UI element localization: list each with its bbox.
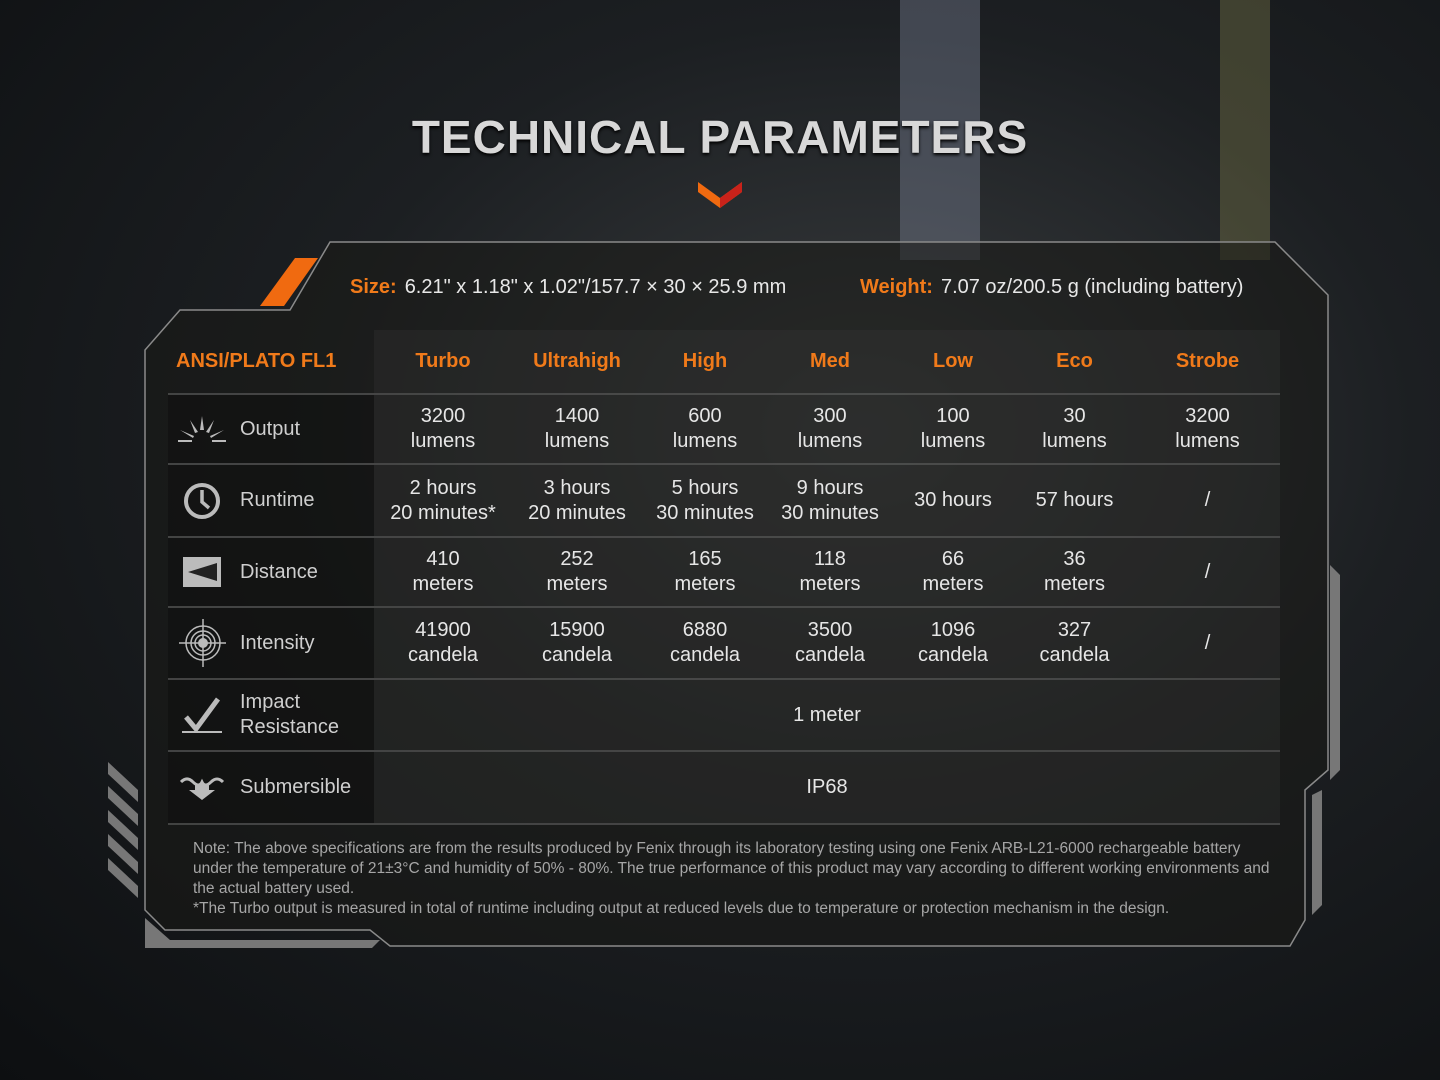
table-header: ANSI/PLATO FL1 Turbo Ultrahigh High Med … [168,330,1280,395]
table-row-output: Output 3200 lumens 1400 lumens 600 lumens 30… [168,395,1280,465]
cell-strobe: / [1135,538,1280,606]
header-med: Med [768,330,892,393]
header-ultrahigh: Ultrahigh [512,330,642,393]
page-title: TECHNICAL PARAMETERS [411,111,1029,163]
header-high: High [642,330,768,393]
cell-low: 100 lumens [892,395,1014,463]
row-label-text: Distance [240,560,318,583]
chevron-down-icon [698,182,742,208]
spec-table: ANSI/PLATO FL1 Turbo Ultrahigh High Med … [168,330,1280,825]
size-label: Size: [350,276,397,298]
cell-all-modes: 1 meter [374,680,1280,750]
cell-ultrahigh: 1400 lumens [512,395,642,463]
size-spec: Size: 6.21" x 1.18" x 1.02"/157.7 × 30 × … [350,276,786,299]
header-low: Low [892,330,1014,393]
cell-eco: 30 lumens [1014,395,1135,463]
header-turbo: Turbo [374,330,512,393]
row-label: Distance [168,538,374,606]
weight-spec: Weight: 7.07 oz/200.5 g (including batter… [860,276,1243,299]
cell-turbo: 41900 candela [374,608,512,678]
cell-low: 30 hours [892,465,1014,536]
header-eco: Eco [1014,330,1135,393]
cell-all-modes: IP68 [374,752,1280,823]
cell-med: 9 hours 30 minutes [768,465,892,536]
header-strobe: Strobe [1135,330,1280,393]
weight-label: Weight: [860,276,933,298]
weight-value: 7.07 oz/200.5 g (including battery) [940,276,1244,298]
cell-med: 118 meters [768,538,892,606]
row-label: Intensity [168,608,374,678]
cell-ultrahigh: 252 meters [512,538,642,606]
water-icon [178,766,226,810]
row-label-text: Impact Resistance [240,691,339,738]
cell-turbo: 3200 lumens [374,395,512,463]
table-row-distance: Distance 410 meters 252 meters 165 meters 11… [168,538,1280,608]
row-label-text: Submersible [240,776,352,798]
distance-icon [178,550,226,594]
row-label: Submersible [168,752,374,823]
cell-med: 3500 candela [768,608,892,678]
cell-turbo: 410 meters [374,538,512,606]
row-label: Runtime [168,465,374,536]
cell-strobe: 3200 lumens [1135,395,1280,463]
impact-icon [178,693,226,737]
row-label-text: Output [240,417,301,440]
cell-strobe: / [1135,465,1280,536]
cell-high: 6880 candela [642,608,768,678]
cell-turbo: 2 hours 20 minutes* [374,465,512,536]
footnote-block: Note: The above specifications are from … [193,839,1278,919]
cell-low: 66 meters [892,538,1014,606]
cell-high: 165 meters [642,538,768,606]
cell-low: 1096 candela [892,608,1014,678]
cell-ultrahigh: 3 hours 20 minutes [512,465,642,536]
table-row-impact-resistance: Impact Resistance 1 meter [168,680,1280,752]
table-row-intensity: Intensity 41900 candela 15900 candela 6880 … [168,608,1280,680]
note-text: Note: The above specifications are from … [193,840,1270,897]
table-row-runtime: Runtime 2 hours 20 minutes* 3 hours 20 min… [168,465,1280,538]
turbo-footnote: *The Turbo output is measured in total o… [193,900,1170,917]
row-label-text: Intensity [240,631,315,654]
orange-accent [260,258,318,306]
clock-icon [178,479,226,523]
cell-high: 5 hours 30 minutes [642,465,768,536]
row-label: Impact Resistance [168,680,374,750]
bg-light [900,0,980,260]
size-value: 6.21" x 1.18" x 1.02"/157.7 × 30 × 25.9 … [404,276,787,298]
sun-rays-icon [178,407,226,451]
cell-eco: 57 hours [1014,465,1135,536]
cell-med: 300 lumens [768,395,892,463]
table-row-submersible: Submersible IP68 [168,752,1280,825]
target-icon [178,619,226,667]
bg-light [1220,0,1270,260]
cell-ultrahigh: 15900 candela [512,608,642,678]
cell-eco: 36 meters [1014,538,1135,606]
header-standard: ANSI/PLATO FL1 [176,350,337,372]
cell-strobe: / [1135,608,1280,678]
cell-eco: 327 candela [1014,608,1135,678]
row-label-text: Runtime [240,489,315,511]
cell-high: 600 lumens [642,395,768,463]
row-label: Output [168,395,374,463]
